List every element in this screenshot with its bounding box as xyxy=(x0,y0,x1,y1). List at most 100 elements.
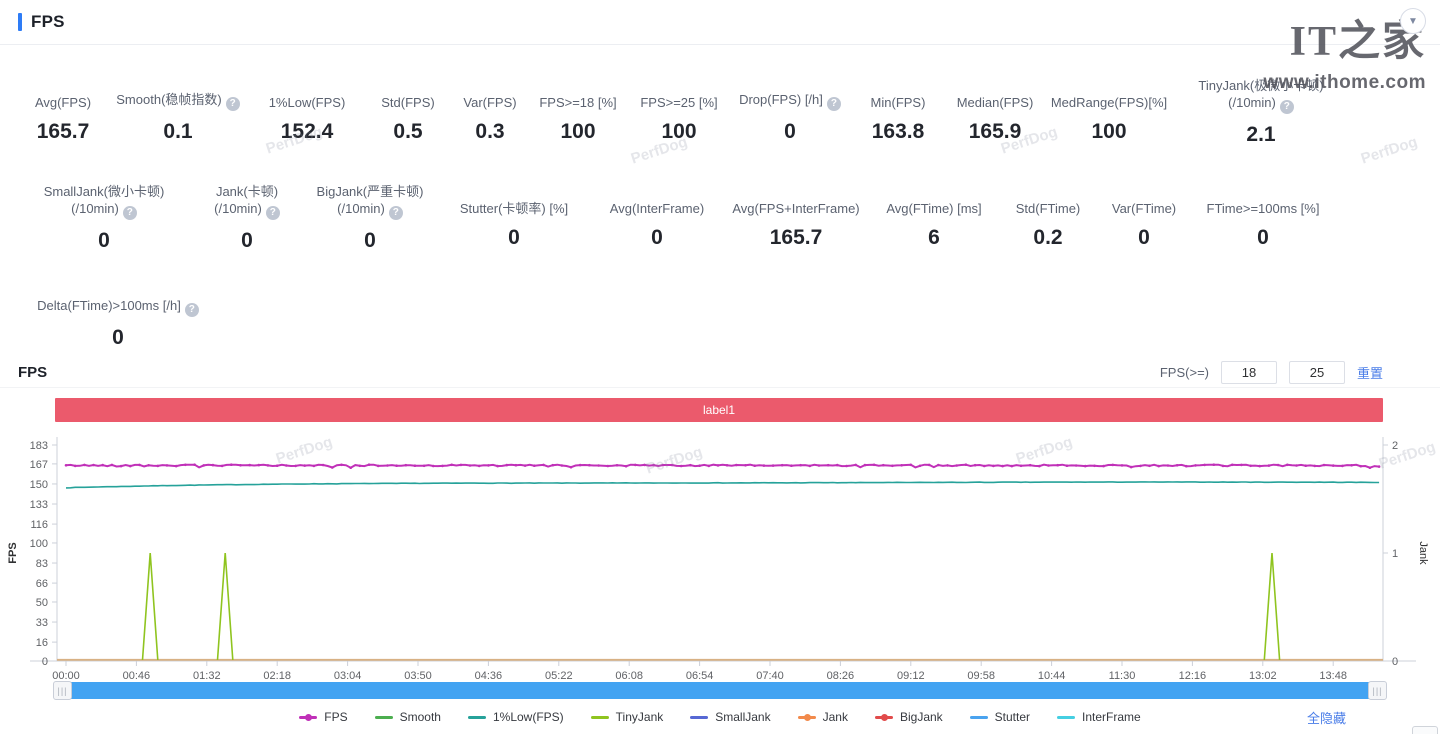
stat-label-text: Std(FPS) xyxy=(381,95,435,110)
legend-label: SmallJank xyxy=(715,710,771,724)
stat-label-text: Stutter(卡顿率) [%] xyxy=(459,201,569,216)
legend-item-fps[interactable]: FPS xyxy=(299,710,348,724)
stats-section: Avg(FPS) 165.7 Smooth(稳帧指数)? 0.1 1%Low(FPS) 1… xyxy=(0,77,1440,350)
stat-cell: Var(FTime) 0 xyxy=(1098,183,1190,253)
accent-bar xyxy=(18,13,22,31)
chart-canvas[interactable]: 183 167 150 133 116 100 83 66 50 33 16 0 2 1 0 00:00 00:… xyxy=(0,426,1440,682)
stat-value: 0 xyxy=(98,229,110,252)
stat-cell: Drop(FPS) [/h]? 0 xyxy=(732,77,848,147)
stat-label: 1%Low(FPS) xyxy=(248,77,366,111)
svg-text:06:08: 06:08 xyxy=(615,670,643,682)
stat-label: Stutter(卡顿率) [%] xyxy=(436,183,592,217)
stat-value: 0 xyxy=(1257,226,1269,249)
help-icon[interactable]: ? xyxy=(265,206,280,220)
legend-label: InterFrame xyxy=(1082,710,1141,724)
legend-item-1-low-fps-[interactable]: 1%Low(FPS) xyxy=(467,710,564,724)
stat-cell: SmallJank(微小卡顿) (/10min)? 0 xyxy=(18,183,190,253)
stat-label: Median(FPS) xyxy=(948,77,1042,111)
help-icon[interactable]: ? xyxy=(826,97,841,111)
help-icon[interactable]: ? xyxy=(1279,100,1294,114)
fps-threshold-controls: FPS(>=) 重置 xyxy=(1160,361,1383,384)
stats-row-3: Delta(FTime)>100ms [/h]? 0 xyxy=(18,283,1440,350)
stat-label: TinyJank(极微小卡顿) (/10min)? xyxy=(1176,77,1346,114)
legend-item-tinyjank[interactable]: TinyJank xyxy=(590,710,664,724)
stat-value: 0.2 xyxy=(1033,226,1063,249)
svg-text:06:54: 06:54 xyxy=(686,670,714,682)
reset-link[interactable]: 重置 xyxy=(1356,366,1383,381)
help-icon[interactable]: ? xyxy=(388,206,403,220)
legend-item-interframe[interactable]: InterFrame xyxy=(1057,710,1141,724)
stat-value: 0 xyxy=(508,226,520,249)
svg-text:167: 167 xyxy=(30,459,48,471)
legend-item-stutter[interactable]: Stutter xyxy=(969,710,1030,724)
stat-cell: Delta(FTime)>100ms [/h]? 0 xyxy=(18,283,218,350)
stat-label: Jank(卡顿) (/10min)? xyxy=(190,183,304,220)
legend-marker-dot xyxy=(880,713,888,721)
stat-label: SmallJank(微小卡顿) (/10min)? xyxy=(18,183,190,220)
svg-text:01:32: 01:32 xyxy=(193,670,221,682)
range-handle-left[interactable]: ||| xyxy=(53,681,72,700)
stat-cell: FPS>=18 [%] 100 xyxy=(530,77,626,147)
stat-value: 100 xyxy=(661,120,697,143)
range-handle-right[interactable]: ||| xyxy=(1368,681,1387,700)
fps-threshold-input-1[interactable] xyxy=(1220,361,1277,384)
stat-label-text: Var(FPS) xyxy=(463,95,517,110)
svg-text:11:30: 11:30 xyxy=(1109,670,1136,682)
chevron-down-icon: ▼ xyxy=(1408,15,1418,27)
svg-text:08:26: 08:26 xyxy=(827,670,855,682)
stat-label-text: Jank(卡顿) xyxy=(215,184,279,199)
header-divider xyxy=(0,44,1440,45)
svg-text:00:46: 00:46 xyxy=(123,670,151,682)
stat-cell: Avg(InterFrame) 0 xyxy=(592,183,722,253)
svg-text:02:18: 02:18 xyxy=(263,670,291,682)
stat-cell: FTime>=100ms [%] 0 xyxy=(1190,183,1336,253)
stat-cell: Min(FPS) 163.8 xyxy=(848,77,948,147)
stat-cell: Avg(FPS+InterFrame) 165.7 xyxy=(722,183,870,253)
legend-marker xyxy=(1057,715,1076,719)
legend-label: TinyJank xyxy=(615,710,664,724)
collapse-panel-button[interactable]: ▼ xyxy=(1400,8,1426,34)
legend-marker xyxy=(374,715,393,719)
stat-label-text: FTime>=100ms [%] xyxy=(1206,201,1320,216)
legend-marker xyxy=(467,715,486,719)
stat-label-text: SmallJank(微小卡顿) xyxy=(43,184,165,199)
stats-row-1: Avg(FPS) 165.7 Smooth(稳帧指数)? 0.1 1%Low(FPS) 1… xyxy=(18,77,1440,147)
stat-label-text: MedRange(FPS)[%] xyxy=(1050,95,1168,110)
stat-value: 0.5 xyxy=(393,120,423,143)
panel-header: FPS ▼ xyxy=(0,0,1440,44)
stat-label: FPS>=18 [%] xyxy=(530,77,626,111)
legend-item-smalljank[interactable]: SmallJank xyxy=(690,710,771,724)
legend-item-bigjank[interactable]: BigJank xyxy=(874,710,943,724)
legend-item-smooth[interactable]: Smooth xyxy=(374,710,441,724)
stat-cell: Std(FPS) 0.5 xyxy=(366,77,450,147)
hide-all-link[interactable]: 全隐藏 xyxy=(1306,711,1346,726)
stat-label-text: FPS>=18 [%] xyxy=(539,95,617,110)
help-icon[interactable]: ? xyxy=(225,97,240,111)
stat-value: 165.9 xyxy=(968,120,1022,143)
stat-label-text-line2: (/10min)? xyxy=(1176,94,1346,114)
svg-text:07:40: 07:40 xyxy=(756,670,784,682)
help-icon[interactable]: ? xyxy=(184,303,199,317)
svg-text:66: 66 xyxy=(36,578,48,590)
stat-label: Avg(FTime) [ms] xyxy=(870,183,998,217)
legend-item-jank[interactable]: Jank xyxy=(797,710,848,724)
legend-marker xyxy=(590,715,609,719)
fps-threshold-input-2[interactable] xyxy=(1288,361,1345,384)
legend-marker xyxy=(299,713,318,721)
stat-label: FPS>=25 [%] xyxy=(626,77,732,111)
svg-text:10:44: 10:44 xyxy=(1038,670,1066,682)
stat-value: 0 xyxy=(241,229,253,252)
label-band-text: label1 xyxy=(702,403,736,417)
stat-value: 165.7 xyxy=(769,226,823,249)
stat-value: 0.3 xyxy=(475,120,505,143)
stat-label-text: TinyJank(极微小卡顿) xyxy=(1198,78,1324,93)
fps-chart[interactable]: 183 167 150 133 116 100 83 66 50 33 16 0 2 1 0 00:00 00:… xyxy=(0,426,1440,682)
svg-text:16: 16 xyxy=(36,637,48,649)
legend-label: FPS xyxy=(324,710,348,724)
svg-text:00:00: 00:00 xyxy=(52,670,80,682)
stat-label: Delta(FTime)>100ms [/h]? xyxy=(18,283,218,317)
help-icon[interactable]: ? xyxy=(122,206,137,220)
stat-value: 0 xyxy=(784,120,796,143)
chart-range-scrollbar[interactable]: ||| ||| xyxy=(53,681,1387,700)
